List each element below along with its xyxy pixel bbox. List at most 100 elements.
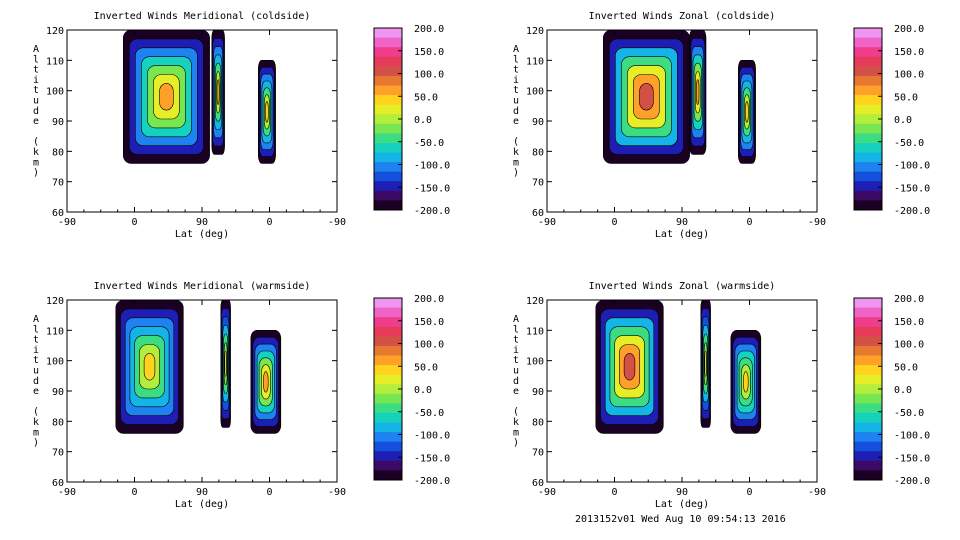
x-tick-label: 90 [196,487,208,498]
colorbar-segment [374,374,402,385]
y-tick-label: 70 [52,448,64,459]
y-tick-label: 100 [46,357,64,368]
chart-title: Inverted Winds Meridional (warmside) [94,281,311,292]
colorbar-segment [854,345,882,356]
colorbar-segment [374,307,402,318]
colorbar-segment [854,336,882,347]
y-tick-label: 80 [532,417,544,428]
plot-frame [546,299,818,483]
y-tick-label: 90 [532,387,544,398]
colorbar-segment [374,384,402,395]
colorbar-segment [854,355,882,366]
x-tick-label: -90 [808,217,826,228]
colorbar-tick-label: -150.0 [894,183,930,194]
colorbar-segment [854,190,882,201]
colorbar-segment [374,152,402,163]
colorbar-segment [374,451,402,462]
colorbar-segment [854,104,882,115]
data-region-3 [730,329,762,434]
colorbar-tick-label: -100.0 [894,161,930,172]
contour-level-7 [224,350,227,377]
chart-title: Inverted Winds Zonal (coldside) [589,11,776,22]
y-tick-label: 80 [52,417,64,428]
contour-level-7 [143,353,156,381]
colorbar-tick-label: 150.0 [414,317,444,328]
colorbar-segment [374,95,402,106]
colorbar-segment [854,200,882,211]
colorbar-segment [374,470,402,481]
colorbar-segment [374,75,402,86]
contour-level-7 [263,371,269,393]
footer-timestamp: 2013152v01 Wed Aug 10 09:54:13 2016 [575,514,786,525]
x-tick-label: 0 [611,487,617,498]
data-region-3 [257,59,276,164]
contour-level-7 [745,101,749,123]
colorbar-segment [374,393,402,404]
colorbar-segment [374,85,402,96]
colorbar-tick-label: -200.0 [894,206,930,217]
colorbar-tick-label: 200.0 [894,294,924,305]
colorbar-segment [854,162,882,173]
x-tick-label: 0 [746,217,752,228]
colorbar-tick-label: -200.0 [414,206,450,217]
colorbar-tick-label: 150.0 [894,317,924,328]
colorbar-segment [854,374,882,385]
contour-level-7 [159,83,174,111]
x-tick-label: 0 [131,217,137,228]
chart-panel-2: Inverted Winds Zonal (coldside) -90 0 90 0 -9… [480,0,960,270]
data-region-2 [689,29,707,155]
colorbar-segment [374,47,402,58]
colorbar-segment [854,95,882,106]
plot-frame [66,299,338,483]
colorbar-segment [854,326,882,337]
data-region-2 [220,299,231,428]
colorbar-tick-label: -200.0 [894,476,930,487]
colorbar-tick-label: 100.0 [414,340,444,351]
y-tick-label: 110 [526,326,544,337]
colorbar-tick-label: 0.0 [894,385,912,396]
colorbar-segment [854,307,882,318]
colorbar-segment [854,393,882,404]
y-tick-label: 80 [52,147,64,158]
colorbar-segment [854,460,882,471]
colorbar-tick-label: -100.0 [894,431,930,442]
colorbar-tick-label: -100.0 [414,431,450,442]
x-tick-label: 90 [676,217,688,228]
y-tick-label: 100 [526,357,544,368]
colorbar-segment [374,298,402,309]
data-region-1 [115,299,184,434]
x-tick-label: 0 [266,217,272,228]
colorbar-segment [374,66,402,77]
data-region-1 [603,29,690,164]
colorbar-tick-label: 200.0 [894,24,924,35]
y-tick-label: 120 [526,26,544,37]
y-tick-label: 90 [52,117,64,128]
chart-title: Inverted Winds Zonal (warmside) [589,281,776,292]
colorbar-tick-label: 0.0 [414,385,432,396]
colorbar-tick-label: 50.0 [414,362,438,373]
y-tick-label: 120 [526,296,544,307]
colorbar-segment [374,142,402,154]
colorbar-segment [374,326,402,337]
colorbar-segment [854,403,882,414]
chart-svg: Inverted Winds Meridional (coldside) -90 0… [33,11,450,240]
colorbar-segment [854,66,882,77]
colorbar-tick-label: 50.0 [894,92,918,103]
chart-svg: Inverted Winds Meridional (warmside) -90 0… [33,281,450,510]
colorbar-segment [854,432,882,443]
y-tick-label: 70 [532,178,544,189]
chart-panel-1: Inverted Winds Meridional (coldside) -90 0… [0,0,480,270]
x-tick-label: -90 [538,487,556,498]
colorbar-tick-label: 150.0 [894,47,924,58]
x-tick-label: -90 [58,217,76,228]
colorbar-segment [374,441,402,452]
y-tick-label: 100 [46,87,64,98]
colorbar-tick-label: 100.0 [414,70,444,81]
x-tick-label: 90 [676,487,688,498]
colorbar-segment [374,403,402,414]
colorbar-segment [374,432,402,443]
